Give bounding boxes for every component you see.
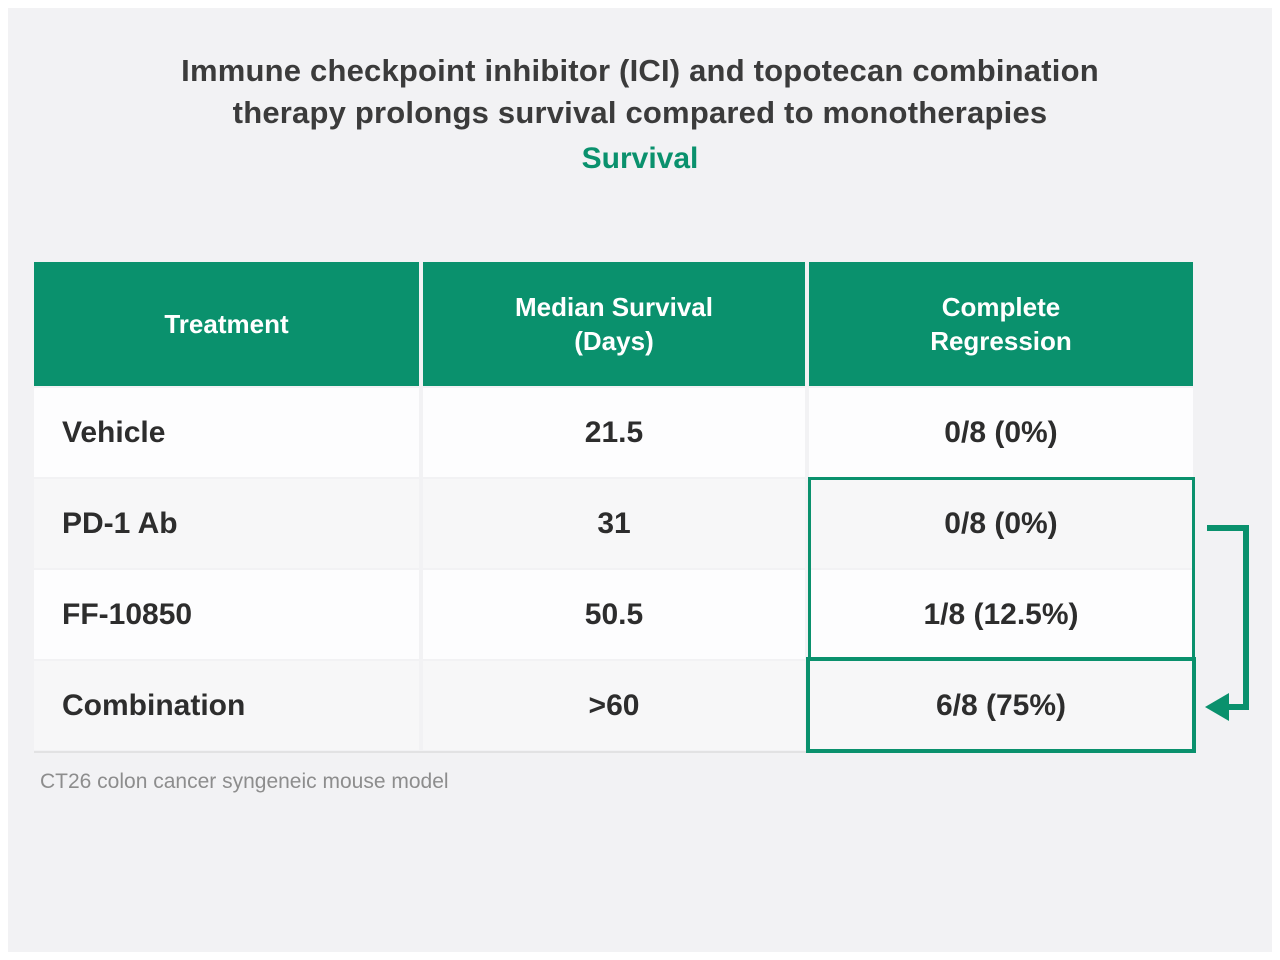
cell-complete-regression-vehicle: 0/8 (0%) <box>809 388 1193 477</box>
bracket-arrow-icon <box>1205 525 1249 721</box>
survival-table: Treatment Median Survival (Days) Complet… <box>34 262 1193 750</box>
column-header-label: Median Survival (Days) <box>515 292 713 356</box>
page-title-line-2: therapy prolongs survival compared to mo… <box>232 95 1048 130</box>
chart-subtitle: Survival <box>581 142 699 175</box>
cell-treatment-ff10850: FF-10850 <box>34 570 419 659</box>
column-header-median-survival: Median Survival (Days) <box>423 262 805 386</box>
highlight-box-combination-regression <box>806 657 1196 753</box>
column-header-label: Complete Regression <box>930 292 1072 356</box>
footnote: CT26 colon cancer syngeneic mouse model <box>40 770 449 793</box>
cell-median-survival-ff10850: 50.5 <box>423 570 805 659</box>
cell-treatment-combination: Combination <box>34 661 419 750</box>
cell-treatment-vehicle: Vehicle <box>34 388 419 477</box>
cell-complete-regression-pd1-ab: 0/8 (0%) <box>809 479 1193 568</box>
column-header-complete-regression: Complete Regression <box>809 262 1193 386</box>
column-header-label: Treatment <box>164 309 289 339</box>
cell-median-survival-pd1-ab: 31 <box>423 479 805 568</box>
column-header-treatment: Treatment <box>34 262 419 386</box>
cell-treatment-pd1-ab: PD-1 Ab <box>34 479 419 568</box>
cell-complete-regression-ff10850: 1/8 (12.5%) <box>809 570 1193 659</box>
page-title-line-1: Immune checkpoint inhibitor (ICI) and to… <box>181 53 1099 88</box>
title-block: Immune checkpoint inhibitor (ICI) and to… <box>0 50 1280 176</box>
highlight-box-monotherapy-regression <box>808 477 1195 660</box>
cell-median-survival-combination: >60 <box>423 661 805 750</box>
cell-median-survival-vehicle: 21.5 <box>423 388 805 477</box>
cell-complete-regression-combination: 6/8 (75%) <box>809 661 1193 750</box>
table-bottom-divider <box>34 751 1193 753</box>
